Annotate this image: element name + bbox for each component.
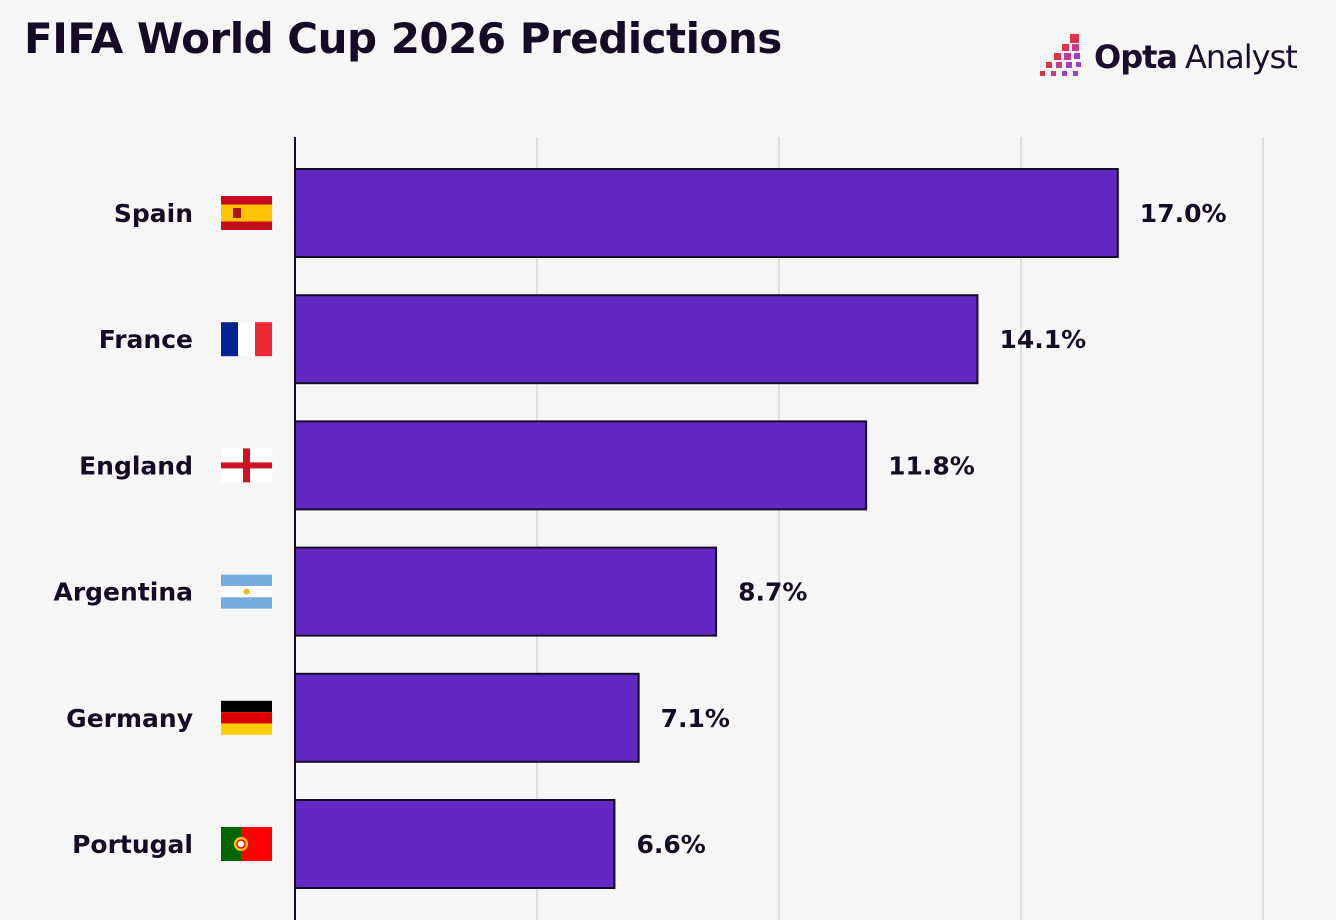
bar-group-england: England 11.8% <box>79 420 975 511</box>
category-label: France <box>99 325 193 354</box>
spain-flag <box>221 196 272 230</box>
bar-group-spain: Spain 17.0% <box>114 168 1227 258</box>
argentina-flag <box>221 574 272 609</box>
opta-logo-icon <box>1040 34 1081 76</box>
bar-group-portugal: Portugal 6.6% <box>72 799 706 889</box>
category-label: Spain <box>114 199 193 228</box>
value-label: 7.1% <box>661 704 730 733</box>
bar <box>294 799 616 889</box>
value-label: 17.0% <box>1140 199 1227 228</box>
bar <box>294 546 718 637</box>
bar <box>294 420 868 511</box>
category-label: Argentina <box>53 578 193 607</box>
england-flag <box>221 448 272 483</box>
category-label: Germany <box>66 704 193 733</box>
value-label: 11.8% <box>888 451 975 480</box>
bar-group-argentina: Argentina 8.7% <box>53 546 807 637</box>
chart-title: FIFA World Cup 2026 Predictions <box>24 14 782 63</box>
bar <box>294 672 640 763</box>
germany-flag <box>221 700 272 735</box>
category-label: Portugal <box>72 830 193 859</box>
bar-group-france: France 14.1% <box>99 294 1086 385</box>
bar-group-germany: Germany 7.1% <box>66 672 730 763</box>
value-label: 6.6% <box>636 830 705 859</box>
opta-analyst-logo: Opta Analyst <box>1040 34 1298 80</box>
value-label: 8.7% <box>738 578 807 607</box>
bar <box>294 294 979 385</box>
france-flag <box>221 322 272 357</box>
logo-text-bold: Opta <box>1094 38 1178 76</box>
bar <box>294 168 1119 258</box>
logo-text-light: Analyst <box>1185 38 1298 76</box>
portugal-flag <box>221 827 272 861</box>
category-label: England <box>79 451 193 480</box>
value-label: 14.1% <box>999 325 1086 354</box>
